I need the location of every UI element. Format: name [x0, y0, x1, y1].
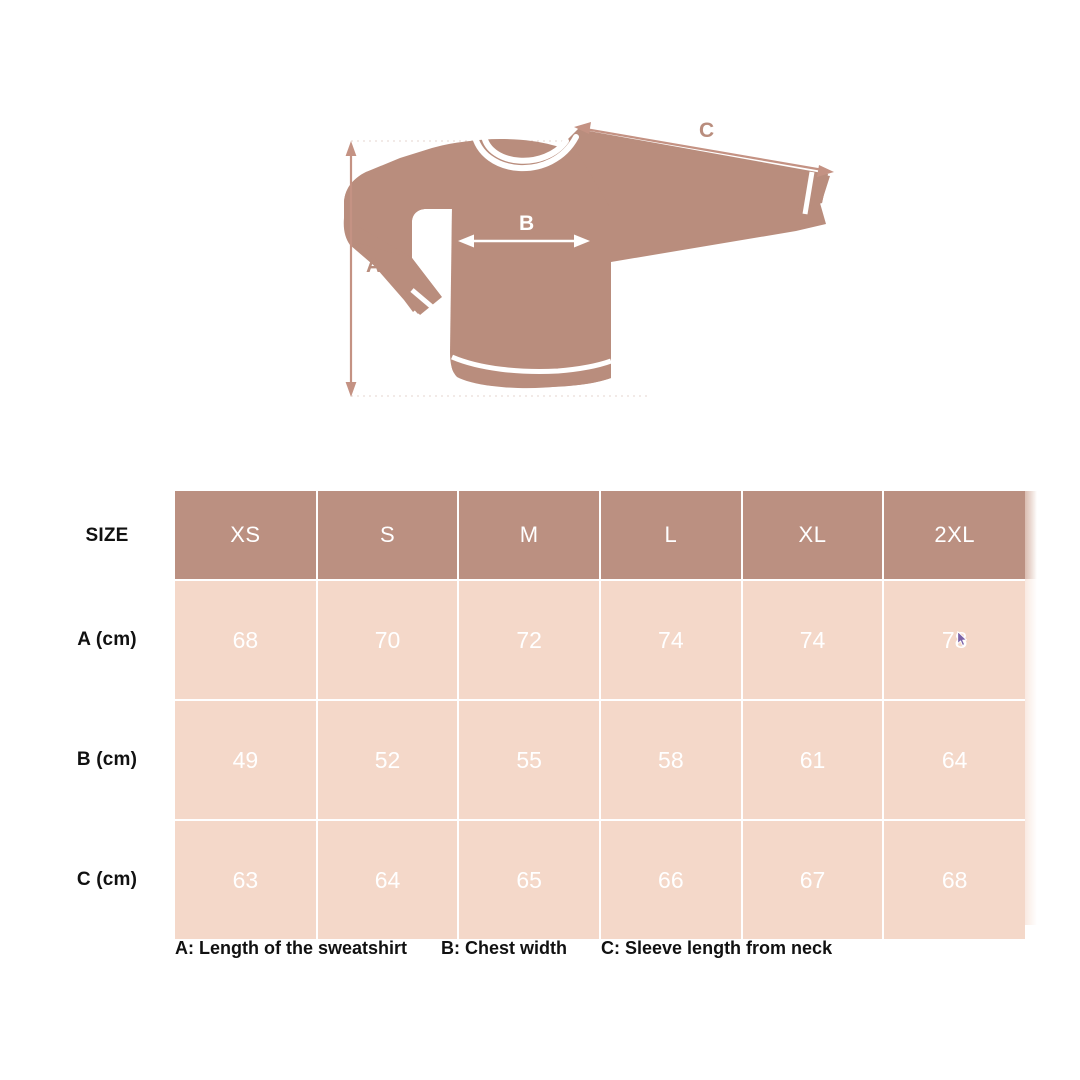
sweatshirt-illustration: [343, 122, 834, 397]
size-chart-section: SIZE XS S M L XL 2XL A (cm) 68 70 72 74 …: [0, 470, 1080, 940]
size-header-label: SIZE: [55, 491, 176, 580]
table-header-row: SIZE XS S M L XL 2XL: [55, 491, 1025, 580]
cell-a-l: 74: [600, 579, 743, 700]
column-header-2xl: 2XL: [883, 491, 1025, 580]
right-cuff-stripe: [802, 171, 815, 215]
cell-c-xl: 67: [741, 819, 885, 939]
cell-c-2xl: 68: [883, 819, 1025, 939]
table-row: A (cm) 68 70 72 74 74 78: [55, 579, 1025, 700]
column-header-m: M: [458, 491, 602, 580]
left-cuff-stripe: [410, 288, 440, 314]
cell-b-xs: 49: [175, 699, 318, 820]
table-right-edge-fade: [1025, 491, 1037, 925]
neckline-collar: [471, 130, 579, 172]
cell-c-s: 64: [316, 819, 460, 939]
cell-a-m: 72: [458, 579, 602, 700]
row-label-a: A (cm): [55, 580, 176, 700]
dimension-label-c: C: [699, 119, 715, 142]
cell-a-xl: 74: [741, 579, 885, 700]
dimension-arrow-b: [458, 234, 590, 248]
row-label-c: C (cm): [55, 820, 176, 939]
measurement-legend: A: Length of the sweatshirt B: Chest widt…: [175, 938, 1035, 960]
size-chart-table: SIZE XS S M L XL 2XL A (cm) 68 70 72 74 …: [55, 491, 1025, 939]
cell-a-s: 70: [316, 579, 460, 700]
cell-c-m: 65: [458, 819, 602, 939]
cell-b-m: 55: [458, 699, 602, 820]
cell-b-s: 52: [316, 699, 460, 820]
garment-torso: [450, 206, 611, 389]
row-label-b: B (cm): [55, 700, 176, 820]
cell-b-l: 58: [600, 699, 743, 820]
table-header-right-edge-fade: [1025, 491, 1037, 579]
column-header-xl: XL: [741, 491, 885, 580]
table-row: C (cm) 63 64 65 66 67 68: [55, 819, 1025, 939]
column-header-xs: XS: [175, 491, 318, 580]
cell-b-xl: 61: [741, 699, 885, 820]
cell-a-xs: 68: [175, 579, 318, 700]
column-header-l: L: [600, 491, 743, 580]
dimension-arrow-a: [345, 141, 357, 397]
cell-a-2xl: 78: [883, 579, 1025, 700]
legend-item-c: C: Sleeve length from neck: [601, 938, 833, 958]
hem-stripe: [451, 354, 612, 374]
guide-lines: [351, 140, 650, 397]
cell-b-2xl: 64: [883, 699, 1025, 820]
dimension-label-a: A: [366, 254, 382, 277]
legend-item-a: A: Length of the sweatshirt: [175, 938, 408, 958]
cell-c-xs: 63: [175, 819, 318, 939]
table-row: B (cm) 49 52 55 58 61 64: [55, 699, 1025, 820]
column-header-s: S: [316, 491, 460, 580]
cell-c-l: 66: [600, 819, 743, 939]
dimension-arrow-c: [574, 122, 834, 177]
dimension-label-b: B: [519, 212, 535, 235]
legend-item-b: B: Chest width: [441, 938, 568, 958]
measurement-diagram: A B C: [0, 0, 1080, 470]
